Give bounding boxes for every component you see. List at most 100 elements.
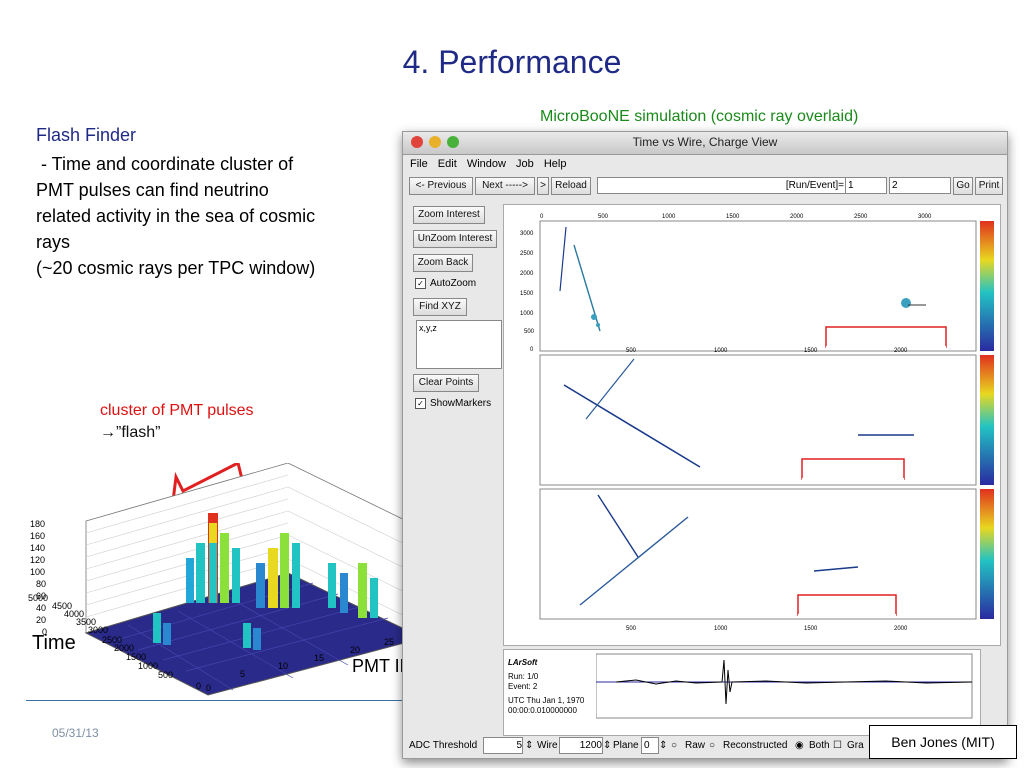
radio-both-selected-icon[interactable]: ◉	[795, 740, 804, 751]
minimize-window-icon[interactable]	[429, 136, 441, 148]
z-tick: 60	[36, 591, 46, 601]
menu-window[interactable]: Window	[466, 158, 506, 170]
y-tick: 1500	[520, 291, 534, 297]
menu-job[interactable]: Job	[516, 158, 534, 170]
z-tick: 180	[30, 519, 45, 529]
xyz-text-area[interactable]: x,y,z	[416, 320, 502, 369]
x-tick: 1000	[714, 626, 728, 632]
z-tick: 20	[36, 615, 46, 625]
reload-button[interactable]: Reload	[551, 177, 591, 195]
checkmark-icon: ✓	[415, 278, 426, 289]
unzoom-interest-button[interactable]: UnZoom Interest	[413, 230, 497, 248]
print-button[interactable]: Print	[975, 177, 1003, 195]
plane-u-view: 0 500 1000 1500 2000 2500 3000 3000 2500…	[520, 214, 977, 353]
zoom-back-button[interactable]: Zoom Back	[413, 254, 473, 272]
description-line: (~20 cosmic rays per TPC window)	[36, 258, 316, 278]
checkbox-icon[interactable]: ☐	[833, 740, 842, 751]
time-tick: 4500	[52, 601, 72, 611]
waveform-time: 00:00:0.010000000	[508, 706, 577, 715]
find-xyz-button[interactable]: Find XYZ	[413, 298, 467, 316]
show-markers-checkbox[interactable]: ✓ ShowMarkers	[415, 398, 491, 409]
time-tick: 3000	[88, 625, 108, 635]
time-tick: 4000	[64, 609, 84, 619]
pmt-id-axis-label: PMT ID	[352, 656, 413, 676]
x-tick: 1500	[804, 626, 818, 632]
x-tick: 0	[540, 214, 544, 220]
stepper-icon[interactable]: ⇕	[525, 740, 534, 751]
clear-points-button[interactable]: Clear Points	[413, 374, 479, 392]
z-tick: 40	[36, 603, 46, 613]
status-bar: ADC Threshold 5 ⇕ Wire 1200 ⇕ Plane 0 ⇕ …	[403, 735, 1007, 755]
menu-file[interactable]: File	[410, 158, 428, 170]
time-tick: 2000	[114, 643, 134, 653]
waveform-utc: UTC Thu Jan 1, 1970	[508, 696, 585, 705]
x-tick: 3000	[918, 214, 932, 220]
muon-track	[579, 516, 689, 606]
reconstructed-label: Reconstructed	[723, 740, 788, 751]
muon-track	[597, 494, 639, 558]
menu-edit[interactable]: Edit	[437, 158, 457, 170]
description-line: - Time and coordinate cluster of	[36, 154, 294, 174]
waveform-panel: LArSoft Run: 1/0 Event: 2 UTC Thu Jan 1,…	[503, 649, 981, 736]
navigation-toolbar: <- Previous Next -----> > Reload [Run/Ev…	[403, 175, 1007, 197]
stepper-icon[interactable]: ⇕	[603, 740, 612, 751]
y-tick: 0	[530, 347, 534, 353]
adc-threshold-input[interactable]: 5	[483, 737, 523, 754]
pmt-tick: 0	[206, 683, 211, 693]
z-tick: 80	[36, 579, 46, 589]
zoom-window-icon[interactable]	[447, 136, 459, 148]
muon-track	[563, 384, 701, 468]
time-tick: 500	[158, 670, 173, 680]
x-tick: 1000	[714, 348, 728, 354]
description-line: related activity in the sea of cosmic	[36, 206, 316, 226]
window-titlebar[interactable]: Time vs Wire, Charge View	[403, 132, 1007, 155]
simulation-caption: MicroBooNE simulation (cosmic ray overla…	[540, 108, 859, 125]
x-tick: 2000	[790, 214, 804, 220]
event-number-input[interactable]: 2	[889, 177, 951, 194]
wire-plane-views[interactable]: 0 500 1000 1500 2000 2500 3000 3000 2500…	[503, 204, 1001, 646]
time-tick: 3500	[76, 617, 96, 627]
stepper-icon[interactable]: ⇕	[659, 740, 668, 751]
run-number-input[interactable]: 1	[845, 177, 887, 194]
flash-finder-heading: Flash Finder	[36, 125, 137, 145]
raw-label: Raw	[685, 740, 706, 751]
x-tick: 500	[626, 626, 637, 632]
time-tick: 5000	[28, 593, 48, 603]
pmt-tick: 15	[314, 653, 324, 663]
close-window-icon[interactable]	[411, 136, 423, 148]
footer-divider	[26, 700, 406, 701]
zoom-interest-button[interactable]: Zoom Interest	[413, 206, 485, 224]
x-tick: 1500	[804, 348, 818, 354]
skip-button[interactable]: >	[537, 177, 549, 195]
z-tick: 0	[42, 627, 47, 637]
autozoom-checkbox[interactable]: ✓ AutoZoom	[415, 278, 476, 289]
previous-button[interactable]: <- Previous	[409, 177, 473, 195]
go-button[interactable]: Go	[953, 177, 973, 195]
plane-y-view: 500 1000 1500 2000	[539, 488, 977, 632]
adc-threshold-label: ADC Threshold	[409, 740, 478, 751]
cluster-annotation-line: →”flash”	[100, 424, 161, 441]
run-event-label: [Run/Event]=	[597, 177, 847, 194]
cluster-annotation-line: cluster of PMT pulses	[100, 402, 254, 419]
y-tick: 2000	[520, 271, 534, 277]
color-scale	[980, 355, 994, 485]
waveform-run: Run: 1/0	[508, 672, 539, 681]
y-tick: 500	[524, 329, 535, 335]
x-tick: 2000	[894, 626, 908, 632]
next-button[interactable]: Next ----->	[475, 177, 535, 195]
time-tick: 1000	[138, 661, 158, 671]
time-tick: 2500	[102, 635, 122, 645]
menu-help[interactable]: Help	[543, 158, 567, 170]
radio-reconstructed-icon[interactable]: ○	[709, 740, 716, 751]
plane-input[interactable]: 0	[641, 737, 659, 754]
both-label: Both	[809, 740, 830, 751]
slide-date: 05/31/13	[52, 726, 99, 740]
radio-raw-icon[interactable]: ○	[671, 740, 678, 751]
y-tick: 3000	[520, 231, 534, 237]
wire-input[interactable]: 1200	[559, 737, 603, 754]
menu-bar: File Edit Window Job Help	[403, 155, 1007, 173]
side-panel: Zoom Interest UnZoom Interest Zoom Back …	[411, 204, 502, 534]
gra-label: Gra	[847, 740, 864, 751]
z-tick: 140	[30, 543, 45, 553]
plane-v-view: 500 1000 1500 2000	[539, 348, 977, 486]
